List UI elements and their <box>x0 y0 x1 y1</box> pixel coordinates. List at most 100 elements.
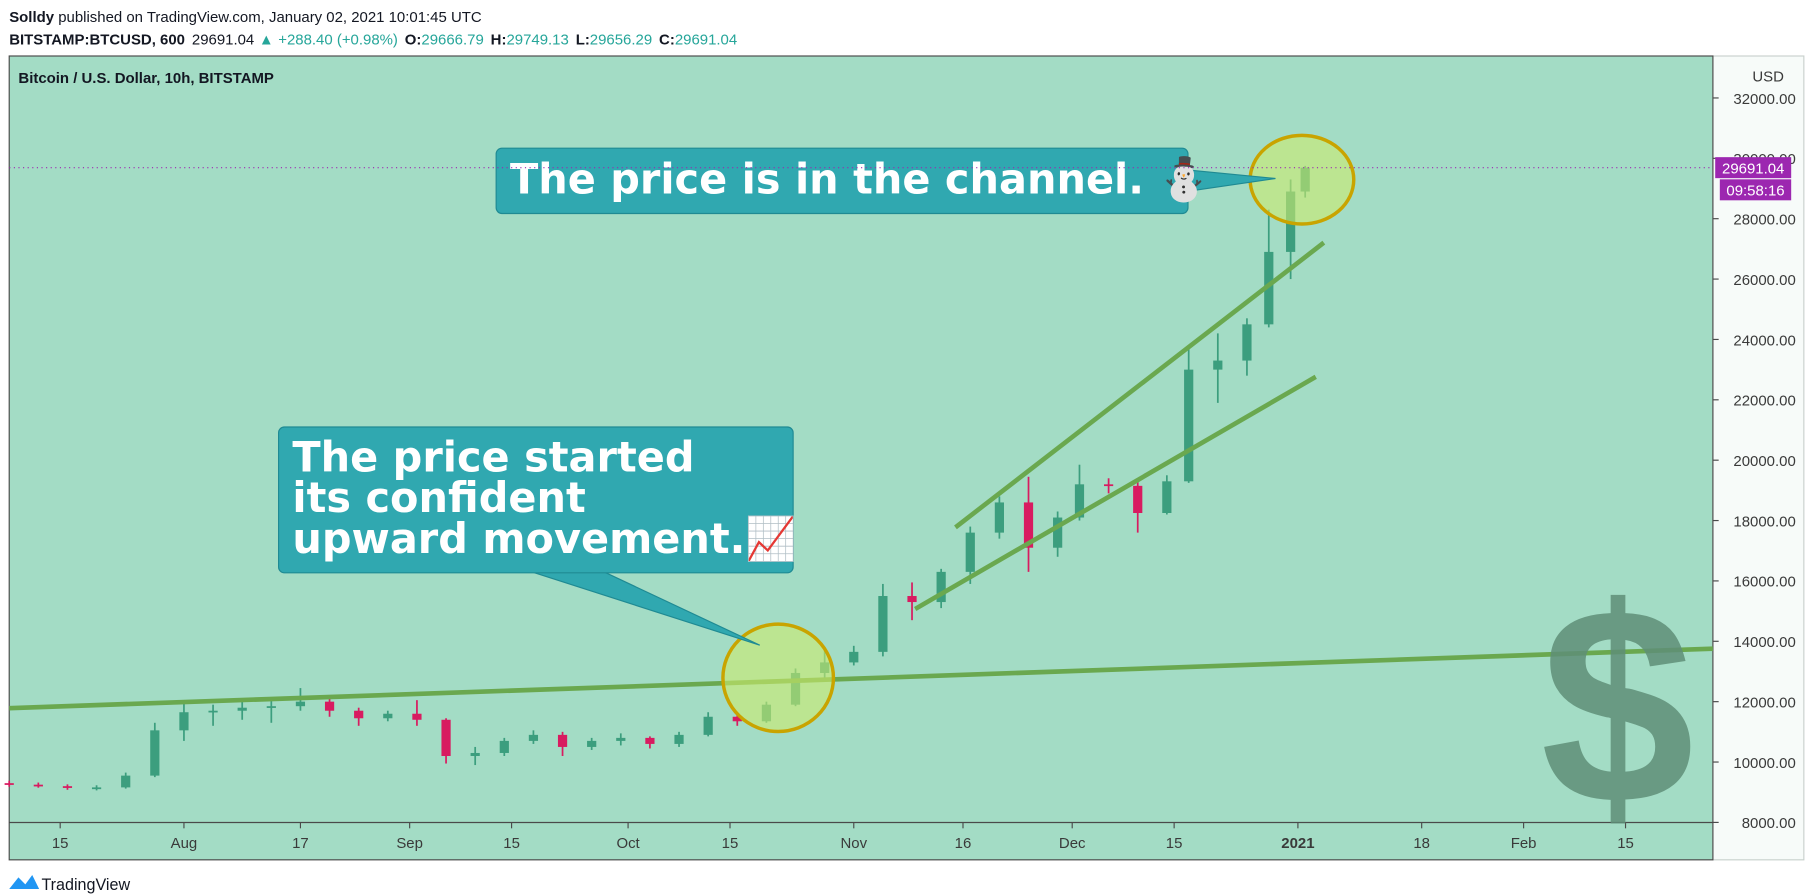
y-tick-label: 12000.00 <box>1733 694 1795 711</box>
o-label: O: <box>405 31 422 48</box>
candle-body <box>1104 484 1114 487</box>
candle-body <box>150 730 160 776</box>
candle-body <box>266 706 276 708</box>
annotation: The price is in the channel. ⛄ <box>510 154 1210 204</box>
tradingview-logo: TradingView <box>9 875 130 894</box>
channel-upper <box>954 240 1326 530</box>
y-tick-label: 28000.00 <box>1733 211 1795 228</box>
l-label: L: <box>576 31 590 48</box>
candle-body <box>878 596 888 652</box>
symbol: BITSTAMP:BTCUSD, 600 <box>9 31 185 48</box>
y-tick-label: 24000.00 <box>1733 332 1795 349</box>
y-tick-label: 22000.00 <box>1733 393 1795 410</box>
annotation-line: its confident <box>292 473 585 522</box>
x-tick-label: 15 <box>52 835 69 852</box>
x-tick-label: 18 <box>1413 835 1430 852</box>
candle-body <box>1023 502 1034 548</box>
countdown: 09:58:16 <box>1726 183 1784 200</box>
chart-title: Bitcoin / U.S. Dollar, 10h, BITSTAMP <box>18 70 274 87</box>
candle-body <box>1133 485 1143 514</box>
candle-body <box>849 651 859 663</box>
candle-body <box>208 710 218 713</box>
y-tick-label: 14000.00 <box>1733 634 1795 651</box>
x-tick-label: 15 <box>1617 835 1634 852</box>
x-tick-label: Oct <box>616 835 640 852</box>
x-tick-label: 15 <box>722 835 739 852</box>
publish-line: Solldy published on TradingView.com, Jan… <box>9 9 482 26</box>
candle-body <box>179 712 189 731</box>
candle-body <box>499 740 509 753</box>
candle-body <box>528 734 539 741</box>
candle-body <box>1162 481 1172 514</box>
candle-body <box>994 502 1004 533</box>
y-tick-label: 16000.00 <box>1733 574 1795 591</box>
annotation-line: upward movement.📈 <box>292 514 797 563</box>
candle-body <box>33 784 43 787</box>
last: 29691.04 <box>192 31 254 48</box>
candle-body <box>587 740 597 747</box>
c-label: C: <box>659 31 675 48</box>
candle-body <box>1213 360 1223 370</box>
countdown-box <box>1719 179 1792 201</box>
candle-body <box>703 716 713 735</box>
callout-box <box>278 426 794 574</box>
plot-border <box>8 55 1714 861</box>
price-label: 29691.04 <box>1722 160 1784 177</box>
x-tick-label: 15 <box>503 835 520 852</box>
candle-body <box>557 734 568 747</box>
change: +288.40 (+0.98%) <box>278 31 398 48</box>
candle-body <box>237 707 247 711</box>
candle-body <box>412 713 422 720</box>
price-label-box <box>1715 157 1792 179</box>
low: 29656.29 <box>590 31 652 48</box>
y-tick-label: 20000.00 <box>1733 453 1795 470</box>
y-tick-label: 8000.00 <box>1742 815 1796 832</box>
quote-line: BITSTAMP:BTCUSD, 600 29691.04 ▲ +288.40 (+0… <box>9 31 737 48</box>
up-arrow: ▲ <box>259 31 274 48</box>
dollar-sticker: $ <box>1541 549 1695 862</box>
h-label: H: <box>491 31 507 48</box>
drawings: The price is in the channel. ⛄ The price… <box>9 133 1713 862</box>
candle-body <box>4 783 14 785</box>
candle-body <box>121 775 131 788</box>
highlight-ellipse <box>721 622 836 734</box>
callout-box <box>495 147 1189 215</box>
open: 29666.79 <box>421 31 483 48</box>
y-tick-label: 10000.00 <box>1733 755 1795 772</box>
support-line <box>9 646 1713 711</box>
author: Solldy <box>9 9 54 26</box>
published: published on TradingView.com, January 02… <box>54 9 482 26</box>
channel-lower <box>914 374 1317 612</box>
candle-body <box>324 701 335 711</box>
brand: TradingView <box>41 876 130 894</box>
x-tick-label: Nov <box>840 835 867 852</box>
y-tick-label: 26000.00 <box>1733 272 1795 289</box>
x-tick-label: Aug <box>171 835 198 852</box>
candle-body <box>354 710 364 719</box>
x-tick-label: Dec <box>1059 835 1086 852</box>
candle-body <box>616 737 626 741</box>
candle-body <box>295 701 306 707</box>
x-tick-label: Sep <box>396 835 423 852</box>
candle-body <box>965 532 975 572</box>
annotation-line: The price started <box>292 432 694 481</box>
candle-body <box>907 596 917 603</box>
x-tick-label: 16 <box>955 835 972 852</box>
candle-body <box>732 716 742 722</box>
candle-body <box>1053 517 1063 548</box>
logo-icon <box>9 875 40 889</box>
candle-body <box>62 786 73 788</box>
candle-body <box>645 737 655 744</box>
candle-body <box>674 734 684 744</box>
candle-body <box>1184 369 1194 482</box>
y-unit: USD <box>1752 69 1784 86</box>
candle-body <box>383 713 393 719</box>
y-tick-label: 32000.00 <box>1733 91 1795 108</box>
candle-body <box>441 719 451 756</box>
x-tick-label: Feb <box>1511 835 1537 852</box>
x-tick-label: 15 <box>1166 835 1183 852</box>
high: 29749.13 <box>506 31 568 48</box>
candle-body <box>1074 484 1085 518</box>
candle-body <box>470 752 480 756</box>
